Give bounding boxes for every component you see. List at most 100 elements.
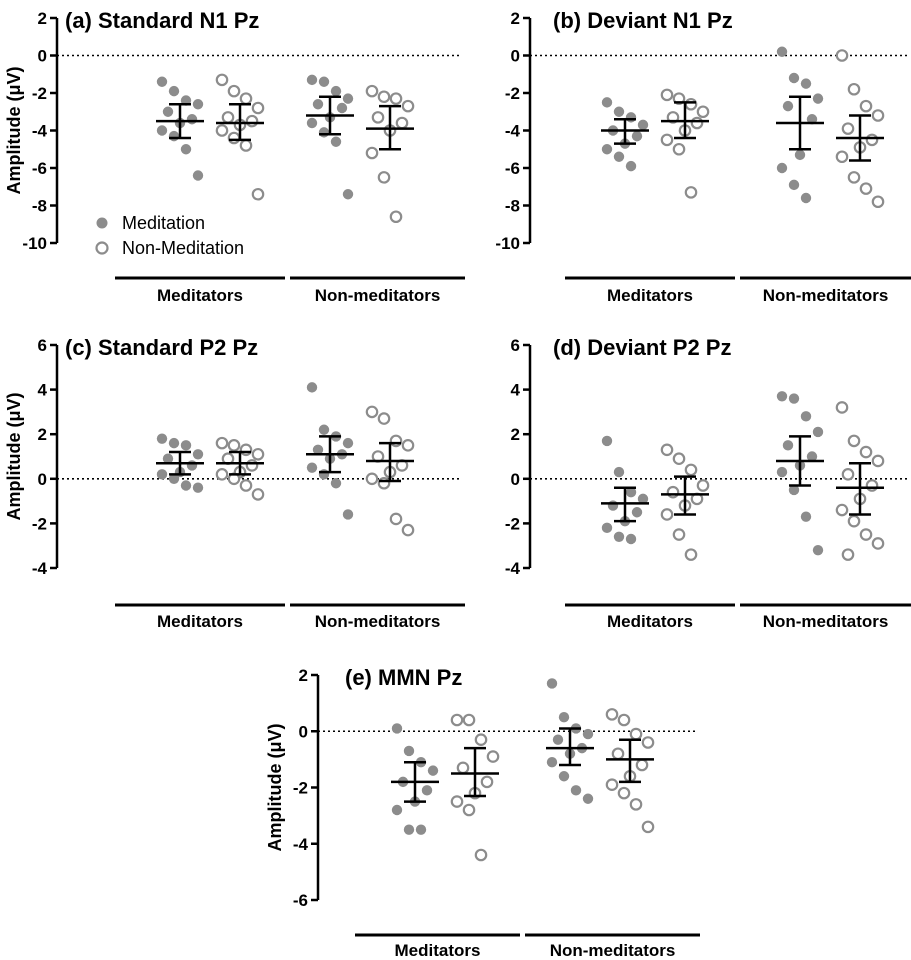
y-axis-label: Amplitude (μV) (4, 392, 24, 520)
non-meditation-point (641, 736, 655, 749)
meditation-point (601, 435, 613, 447)
non-meditation-point (215, 124, 229, 137)
non-meditation-point (617, 786, 631, 800)
non-meditation-point (841, 122, 855, 135)
non-meditation-point (227, 131, 241, 145)
meditation-point (625, 533, 637, 545)
meditation-point (156, 433, 168, 444)
non-meditation-point (486, 750, 500, 763)
meditation-point (421, 785, 433, 796)
group-label: Non-meditators (315, 612, 441, 631)
panel-title: (b) Deviant N1 Pz (553, 8, 733, 33)
meditation-point (607, 500, 619, 511)
meditation-point (403, 824, 415, 835)
non-meditation-point (859, 528, 873, 541)
meditation-point (788, 484, 800, 496)
meditation-point (613, 531, 625, 542)
meditation-point (156, 76, 168, 87)
y-tick-label: 2 (38, 9, 47, 28)
non-meditation-point (835, 401, 849, 414)
panel-title: (d) Deviant P2 Pz (553, 335, 731, 360)
y-tick-label: -6 (32, 159, 47, 178)
meditation-point (546, 756, 558, 768)
legend-label: Non-Meditation (122, 238, 244, 258)
meditation-point (637, 493, 649, 505)
meditation-point (800, 511, 812, 522)
y-tick-label: -2 (32, 514, 47, 533)
non-meditation-point (660, 133, 674, 147)
panel-1: 2 0 -2 -4 -6 -8 -10 (b) Deviant N1 Pz Meditators… (495, 8, 911, 305)
meditation-point (613, 106, 625, 117)
legend-label: Meditation (122, 213, 205, 233)
non-meditation-point (641, 820, 655, 834)
non-meditation-point (239, 479, 253, 492)
meditation-point (318, 76, 330, 87)
non-meditation-point (401, 439, 415, 452)
meditation-point (318, 424, 330, 435)
non-meditation-point (835, 150, 849, 164)
y-tick-label: -10 (495, 234, 520, 253)
non-meditation-point (859, 182, 873, 195)
legend: Meditation Non-Meditation (95, 213, 244, 258)
meditation-point (800, 411, 812, 422)
meditation-point (168, 85, 180, 97)
non-meditation-point (389, 92, 403, 105)
meditation-point (782, 100, 794, 112)
meditation-point (776, 466, 788, 478)
y-tick-label: -4 (293, 835, 309, 854)
non-meditation-point (377, 412, 391, 425)
meditation-point (558, 711, 570, 723)
non-meditation-point (365, 472, 379, 486)
non-meditation-point (456, 761, 470, 775)
meditation-point (306, 74, 318, 86)
non-meditation-point (865, 479, 879, 492)
y-tick-label: -2 (32, 84, 47, 103)
meditation-point (570, 785, 582, 796)
non-meditation-point (377, 171, 391, 184)
meditation-point (186, 460, 198, 471)
non-meditation-point (377, 476, 391, 490)
non-meditation-point (474, 733, 488, 746)
y-tick-label: -10 (22, 234, 47, 253)
group-label: Meditators (157, 286, 243, 305)
non-meditation-point (666, 485, 680, 499)
legend-marker-filled (96, 217, 108, 229)
y-tick-label: 2 (299, 666, 308, 685)
meditation-point (625, 112, 637, 123)
non-meditation-point (251, 447, 265, 461)
group-label: Meditators (395, 941, 481, 960)
meditation-point (625, 486, 637, 498)
y-tick-label: 2 (511, 425, 520, 444)
non-meditation-point (474, 848, 488, 862)
non-meditation-point (847, 171, 861, 184)
meditation-point (776, 46, 788, 57)
meditation-point (342, 437, 354, 449)
group-label: Non-meditators (763, 286, 889, 305)
meditation-point (546, 678, 558, 689)
non-meditation-point (847, 434, 861, 448)
non-meditation-point (215, 73, 229, 87)
non-meditation-point (389, 434, 403, 448)
meditation-point (631, 130, 643, 142)
non-meditation-point (365, 84, 379, 98)
non-meditation-point (684, 548, 698, 561)
non-meditation-point (672, 452, 686, 466)
non-meditation-point (841, 548, 855, 561)
meditation-point (330, 136, 342, 147)
y-tick-label: 6 (511, 336, 520, 355)
non-meditation-point (684, 463, 698, 477)
group-label: Non-meditators (550, 941, 676, 960)
meditation-point (168, 473, 180, 484)
non-meditation-point (401, 99, 415, 113)
non-meditation-point (660, 88, 674, 102)
meditation-point (192, 482, 204, 493)
meditation-point (180, 144, 192, 155)
y-axis-label: Amplitude (μV) (4, 66, 24, 194)
meditation-point (582, 728, 594, 740)
meditation-point (776, 162, 788, 174)
meditation-point (601, 144, 613, 155)
meditation-point (601, 522, 613, 534)
non-meditation-point (251, 101, 265, 115)
non-meditation-point (672, 142, 686, 156)
meditation-point (342, 509, 354, 520)
